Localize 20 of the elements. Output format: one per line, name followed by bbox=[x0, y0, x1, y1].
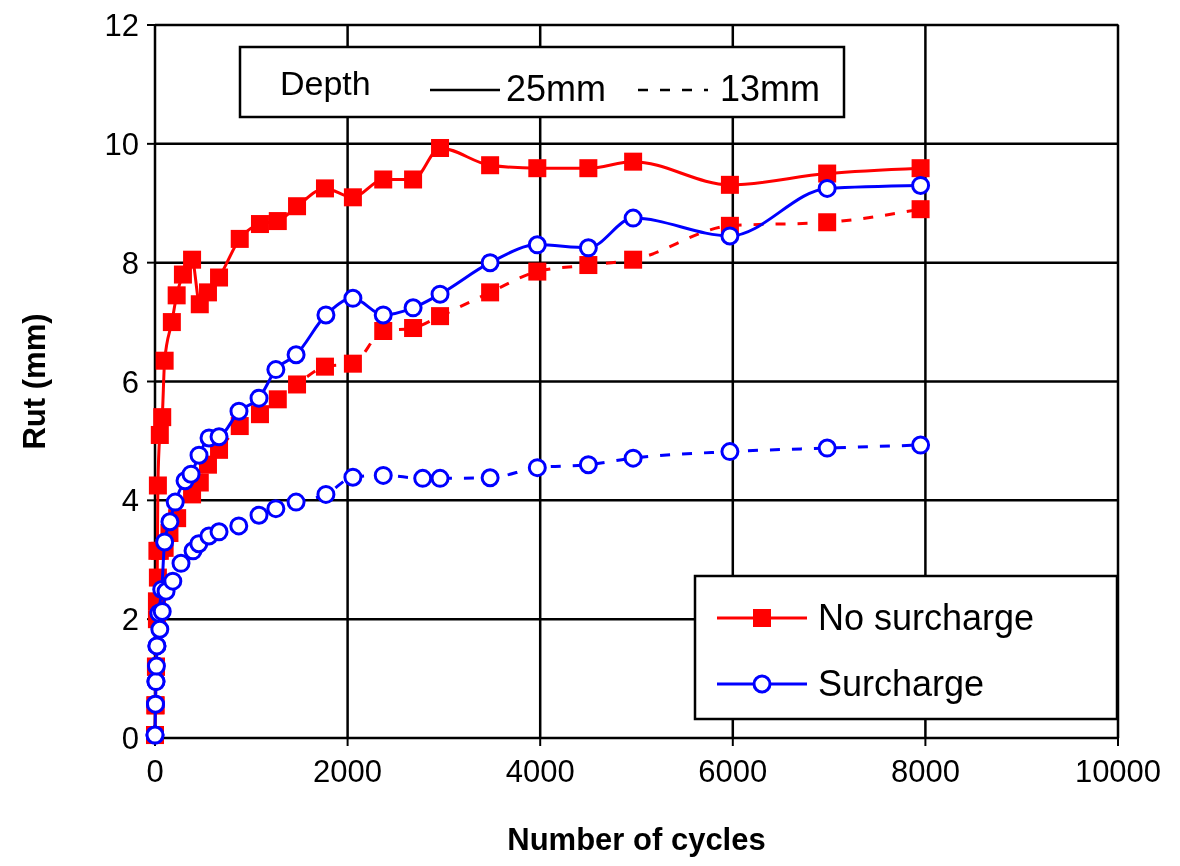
x-tick-label: 2000 bbox=[313, 754, 383, 789]
y-tick-label: 2 bbox=[121, 602, 139, 638]
annotation: 25mm bbox=[506, 68, 607, 109]
x-tick-label: 4000 bbox=[505, 754, 575, 789]
x-tick-label: 8000 bbox=[890, 754, 960, 789]
x-tick-label: 0 bbox=[146, 754, 164, 789]
y-axis-title: Rut (mm) bbox=[17, 313, 52, 450]
y-tick-label: 10 bbox=[104, 126, 139, 162]
annotation: 13mm bbox=[720, 68, 821, 109]
y-tick-label: 6 bbox=[121, 364, 139, 400]
y-tick-label: 12 bbox=[104, 8, 139, 43]
x-tick-label: 10000 bbox=[1074, 754, 1162, 789]
x-axis-title: Number of cycles bbox=[507, 822, 766, 857]
legend-label: No surcharge bbox=[818, 597, 1035, 638]
y-tick-label: 0 bbox=[121, 721, 139, 756]
x-tick-label: 6000 bbox=[698, 754, 768, 789]
legend-label: Surcharge bbox=[818, 663, 985, 704]
y-tick-label: 8 bbox=[121, 245, 139, 281]
annotation: Depth bbox=[280, 64, 371, 102]
y-tick-label: 4 bbox=[121, 483, 139, 519]
